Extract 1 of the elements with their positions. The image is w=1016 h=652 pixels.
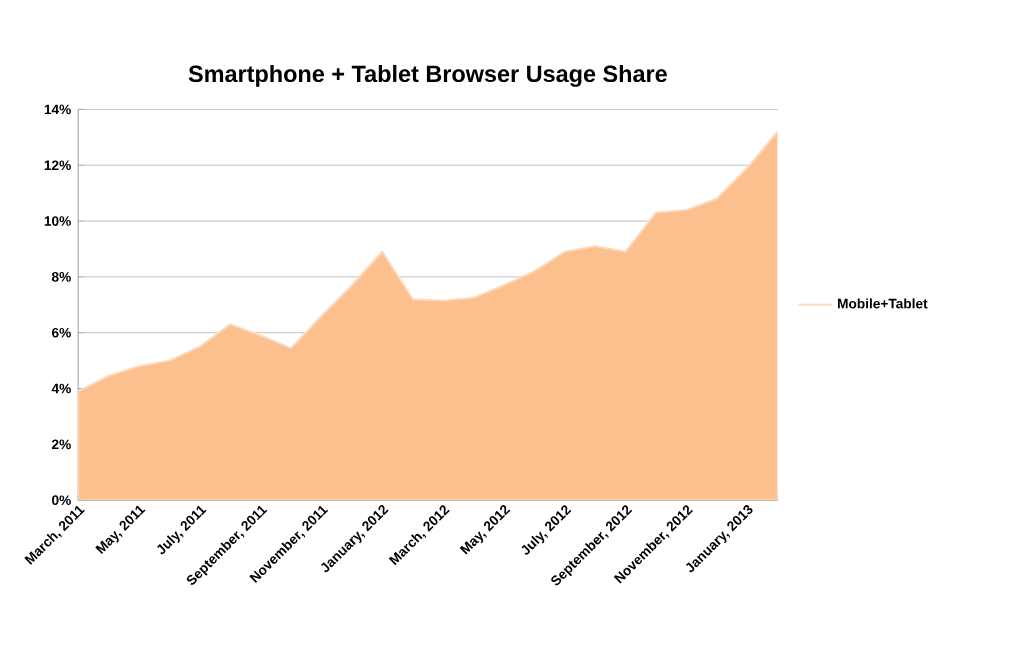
- chart-title: Smartphone + Tablet Browser Usage Share: [188, 64, 667, 87]
